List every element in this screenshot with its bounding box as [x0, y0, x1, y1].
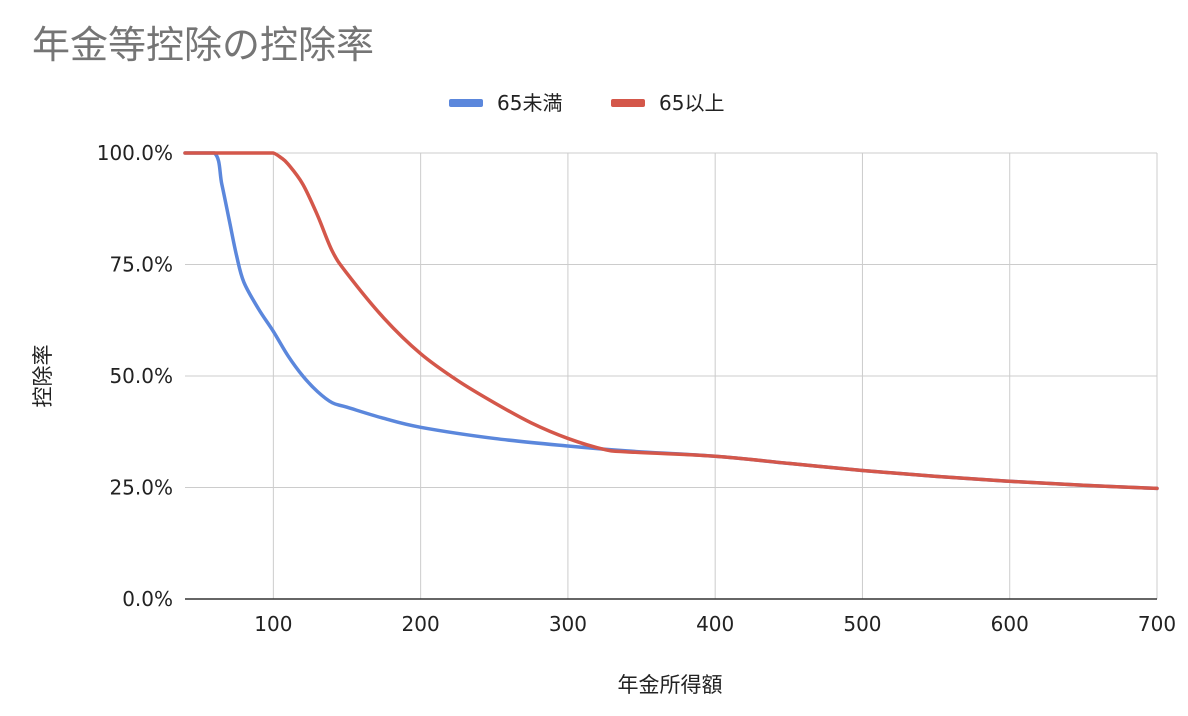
y-tick-label: 75.0% [109, 253, 173, 277]
y-tick-label: 25.0% [109, 476, 173, 500]
legend-item-2: 65以上 [611, 91, 724, 115]
legend-label: 65以上 [659, 91, 724, 115]
legend-swatch [449, 99, 483, 107]
legend-swatch [611, 99, 645, 107]
x-tick-label: 300 [549, 612, 587, 636]
series-line-2 [183, 151, 1159, 491]
legend-item-1: 65未満 [449, 91, 562, 115]
x-tick-label: 500 [843, 612, 881, 636]
legend: 65未満 65以上 [449, 91, 724, 115]
y-tick-label: 100.0% [97, 141, 173, 165]
x-tick-label: 400 [696, 612, 734, 636]
x-axis-title: 年金所得額 [618, 673, 723, 697]
y-tick-label: 0.0% [122, 587, 173, 611]
x-tick-label: 100 [254, 612, 292, 636]
series-lines [183, 151, 1159, 491]
y-tick-label: 50.0% [109, 364, 173, 388]
x-tick-label: 600 [991, 612, 1029, 636]
x-tick-label: 200 [402, 612, 440, 636]
series-line-1 [183, 151, 1159, 491]
tick-labels: 0.0% 25.0% 50.0% 75.0% 100.0% 100 200 300 400 500… [97, 141, 1176, 636]
chart-title: 年金等控除の控除率 [32, 23, 374, 67]
legend-label: 65未満 [497, 91, 562, 115]
grid [185, 152, 1158, 599]
x-tick-label: 700 [1138, 612, 1176, 636]
y-axis-title: 控除率 [31, 345, 55, 408]
